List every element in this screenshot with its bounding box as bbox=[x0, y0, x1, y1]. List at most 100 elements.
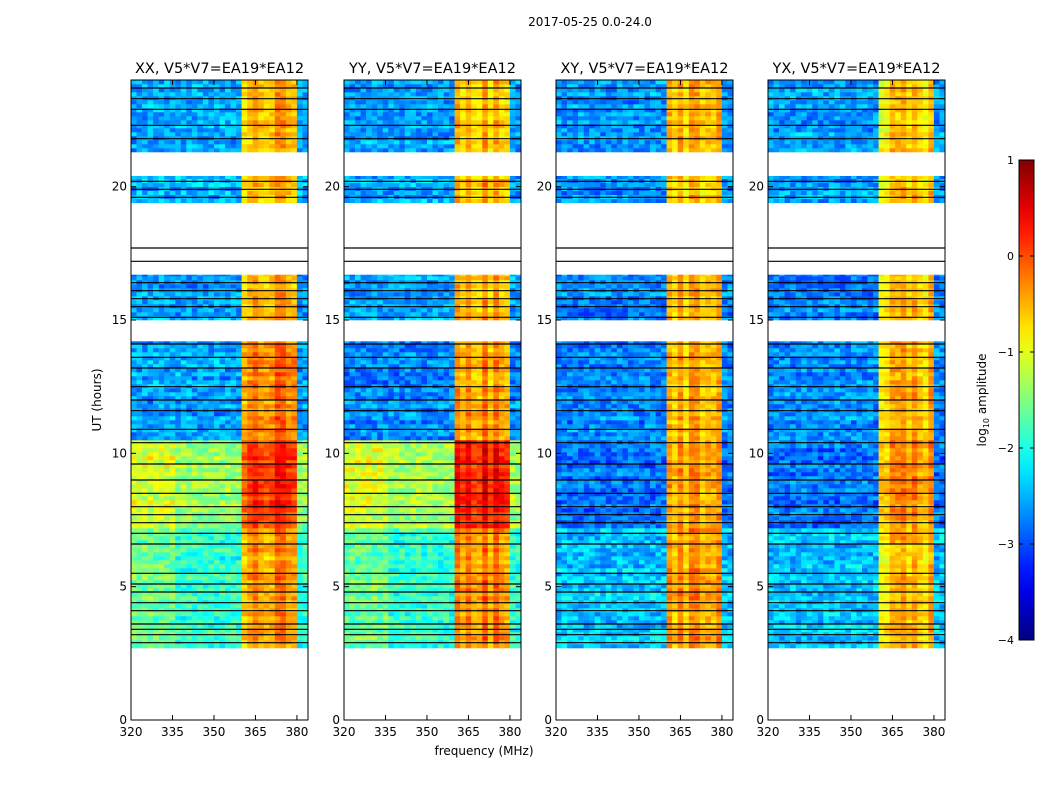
heatmap-cell bbox=[208, 516, 215, 521]
heatmap-cell bbox=[274, 552, 281, 557]
heatmap-cell bbox=[225, 300, 231, 305]
heatmap-cell bbox=[504, 604, 511, 609]
heatmap-cell bbox=[509, 528, 516, 533]
heatmap-cell bbox=[153, 448, 159, 453]
heatmap-cell bbox=[186, 108, 193, 113]
heatmap-cell bbox=[202, 564, 209, 569]
heatmap-cell bbox=[219, 556, 226, 561]
heatmap-cell bbox=[197, 120, 204, 125]
heatmap-cell bbox=[247, 508, 253, 513]
heatmap-cell bbox=[180, 636, 187, 641]
heatmap-cell bbox=[280, 376, 287, 381]
heatmap-cell bbox=[515, 556, 522, 561]
heatmap-cell bbox=[427, 572, 433, 577]
heatmap-cell bbox=[175, 92, 182, 97]
heatmap-cell bbox=[142, 560, 148, 565]
heatmap-cell bbox=[355, 568, 361, 573]
heatmap-cell bbox=[377, 556, 383, 561]
heatmap-cell bbox=[147, 88, 154, 93]
heatmap-cell bbox=[280, 540, 287, 545]
heatmap-cell bbox=[366, 628, 372, 633]
heatmap-cell bbox=[214, 548, 220, 553]
heatmap-cell bbox=[158, 360, 165, 365]
heatmap-cell bbox=[164, 496, 170, 501]
heatmap-cell bbox=[252, 388, 259, 393]
heatmap-cell bbox=[236, 636, 242, 641]
heatmap-cell bbox=[515, 516, 522, 521]
heatmap-cell bbox=[186, 356, 193, 361]
heatmap-cell bbox=[202, 584, 209, 589]
heatmap-cell bbox=[504, 500, 511, 505]
heatmap-cell bbox=[460, 636, 466, 641]
heatmap-cell bbox=[230, 560, 237, 565]
heatmap-cell bbox=[164, 548, 170, 553]
heatmap-cell bbox=[236, 628, 242, 633]
heatmap-cell bbox=[291, 560, 298, 565]
heatmap-cell bbox=[147, 120, 154, 125]
heatmap-cell bbox=[191, 360, 198, 365]
heatmap-cell bbox=[197, 412, 204, 417]
heatmap-cell bbox=[302, 364, 309, 369]
heatmap-cell bbox=[214, 500, 220, 505]
heatmap-cell bbox=[302, 148, 309, 153]
heatmap-cell bbox=[191, 472, 198, 477]
heatmap-cell bbox=[225, 360, 231, 365]
heatmap-cell bbox=[225, 432, 231, 437]
heatmap-cell bbox=[360, 636, 367, 641]
heatmap-cell bbox=[504, 592, 511, 597]
heatmap-cell bbox=[388, 516, 395, 521]
heatmap-cell bbox=[214, 484, 220, 489]
heatmap-cell bbox=[291, 344, 298, 349]
heatmap-cell bbox=[202, 116, 209, 121]
heatmap-cell bbox=[285, 424, 292, 429]
heatmap-cell bbox=[302, 274, 309, 277]
heatmap-cell bbox=[236, 584, 242, 589]
heatmap-cell bbox=[388, 548, 395, 553]
heatmap-cell bbox=[280, 532, 287, 537]
heatmap-cell bbox=[269, 432, 276, 437]
heatmap-cell bbox=[388, 588, 395, 593]
heatmap-cell bbox=[443, 524, 450, 529]
heatmap-cell bbox=[142, 148, 148, 153]
heatmap-cell bbox=[247, 528, 253, 533]
heatmap-cell bbox=[285, 476, 292, 481]
heatmap-cell bbox=[296, 341, 303, 345]
heatmap-cell bbox=[202, 84, 209, 89]
heatmap-cell bbox=[509, 532, 516, 537]
heatmap-cell bbox=[197, 524, 204, 529]
heatmap-cell bbox=[225, 364, 231, 369]
heatmap-cell bbox=[136, 424, 143, 429]
heatmap-cell bbox=[296, 460, 303, 465]
heatmap-cell bbox=[296, 88, 303, 93]
heatmap-cell bbox=[186, 312, 193, 317]
heatmap-cell bbox=[263, 376, 270, 381]
heatmap-cell bbox=[191, 344, 198, 349]
heatmap-cell bbox=[180, 341, 187, 345]
heatmap-cell bbox=[230, 584, 237, 589]
heatmap-cell bbox=[202, 182, 209, 187]
heatmap-cell bbox=[191, 108, 198, 113]
heatmap-cell bbox=[142, 480, 148, 485]
heatmap-cell bbox=[197, 104, 204, 109]
heatmap-cell bbox=[269, 312, 276, 317]
heatmap-cell bbox=[498, 592, 505, 597]
heatmap-cell bbox=[366, 488, 372, 493]
heatmap-cell bbox=[191, 364, 198, 369]
heatmap-cell bbox=[225, 316, 231, 321]
heatmap-cell bbox=[258, 448, 264, 453]
heatmap-cell bbox=[280, 308, 287, 313]
heatmap-cell bbox=[247, 316, 253, 321]
heatmap-cell bbox=[180, 488, 187, 493]
heatmap-cell bbox=[269, 580, 276, 585]
heatmap-cell bbox=[274, 464, 281, 469]
heatmap-cell bbox=[131, 444, 137, 449]
heatmap-cell bbox=[158, 516, 165, 521]
heatmap-cell bbox=[247, 516, 253, 521]
heatmap-cell bbox=[214, 396, 220, 401]
heatmap-cell bbox=[214, 472, 220, 477]
heatmap-cell bbox=[247, 420, 253, 425]
heatmap-cell bbox=[236, 380, 242, 385]
heatmap-cell bbox=[263, 556, 270, 561]
heatmap-cell bbox=[158, 372, 165, 377]
heatmap-cell bbox=[258, 540, 264, 545]
